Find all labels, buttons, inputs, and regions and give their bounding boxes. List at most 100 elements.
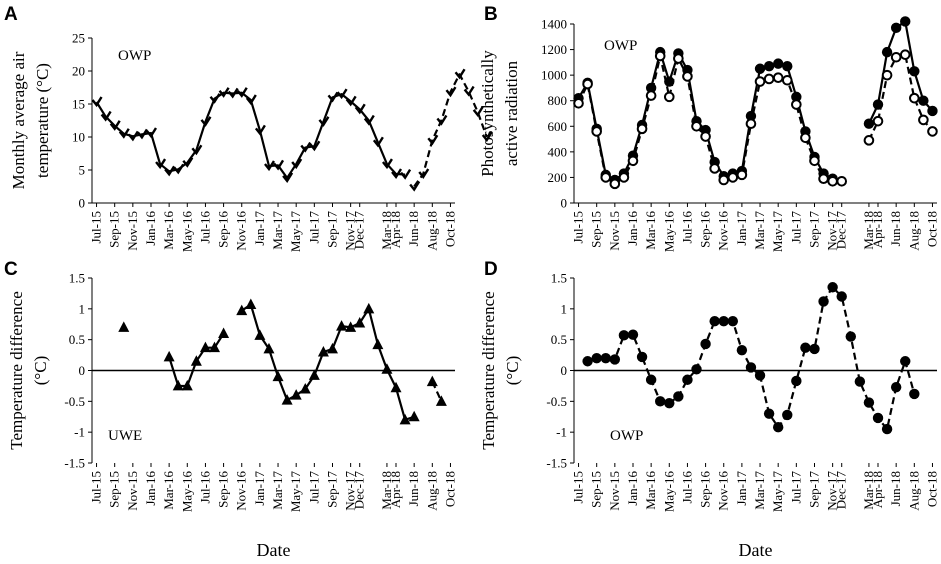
data-point [136,128,148,140]
data-point [763,60,775,72]
data-point [382,158,393,170]
data-point [700,338,711,350]
x-tick-label: Aug-18 [424,471,439,511]
y-tick-label: 1 [79,301,86,316]
y-axis-label-line: Photosynthetically [478,50,497,177]
x-tick-label: Jul-16 [197,471,212,504]
y-tick-label: 600 [548,119,568,134]
data-point [909,388,920,400]
data-point [454,68,466,80]
data-point [627,155,639,167]
y-tick-label: 1.5 [69,271,85,286]
data-point [372,136,384,148]
data-point [782,60,793,72]
data-point [618,330,630,341]
data-point [890,22,902,34]
y-axis-label-line: Temperature difference [7,291,26,449]
x-tick-label: May-17 [770,211,785,253]
x-tick-label: Nov-16 [716,211,731,251]
x-tick-label: Nov-17 [343,471,358,511]
data-point [390,381,402,393]
data-point [118,128,130,139]
x-tick-label: Jul-17 [788,211,803,244]
y-axis-label-line: Temperature difference [479,291,498,449]
chart-panel-d: D Temperature difference (°C) -1.5 -1 -0.5 0 0.… [479,259,939,560]
y-tick-label: 800 [548,93,568,108]
data-point [273,159,285,171]
data-point [336,88,348,100]
y-tick-label: 0 [561,363,568,378]
x-tick-label: Apr-18 [870,211,885,248]
data-point [272,370,284,382]
data-point [900,356,911,367]
data-point [218,87,230,98]
data-point [309,140,321,152]
x-tick-label: Mar-17 [752,471,767,510]
data-point [300,141,312,153]
data-point [164,165,176,177]
data-point [763,408,775,419]
data-point [236,87,248,98]
data-point [118,321,130,332]
data-point [345,321,357,332]
data-point [645,374,657,385]
data-point [736,169,748,181]
y-axis-label-line: active radiation [502,60,521,166]
x-tick-label: Oct-18 [924,211,939,247]
x-tick-label: Jul-17 [306,471,321,504]
x-tick-label: Jul-15 [89,471,104,504]
data-point [899,49,911,60]
x-tick-label: Nov-17 [343,211,358,251]
y-tick-label: 5 [79,163,86,178]
y-tick-label: 0 [561,196,568,211]
x-tick-label: Sep-16 [698,471,713,508]
x-tick-label: Jun-18 [888,211,903,246]
x-tick-label: Mar-16 [643,211,658,250]
x-tick-label: Jul-17 [306,211,321,244]
data-point [609,354,621,365]
y-tick-label: 20 [72,64,85,79]
x-tick-label: Mar-18 [379,471,394,510]
x-tick-label: Nov-15 [607,211,622,251]
x-tick-label: Mar-16 [643,471,658,510]
x-tick-label: Sep-15 [589,471,604,508]
y-tick-label: 25 [72,31,85,46]
data-point [281,394,293,405]
data-point [481,131,493,143]
x-axis-title: Date [257,540,291,560]
data-point [418,168,430,180]
data-point [881,46,893,58]
data-point [727,315,739,327]
y-tick-label: 1.5 [551,271,567,286]
y-tick-label: -0.5 [546,394,567,409]
data-point [173,163,185,175]
series-solid [91,87,412,183]
data-point [345,95,357,107]
data-point [918,95,929,106]
y-tick-label: -1.5 [546,456,567,471]
data-point [409,180,421,192]
data-point [109,120,121,131]
data-point [863,397,875,408]
panel-letter-c: C [4,259,18,280]
chart-panel-c: C Temperature difference (°C) -1.5 -1 -0.5 0 0.… [4,259,457,560]
y-tick-label: 1200 [541,42,567,57]
y-tick-label: 1400 [541,17,567,32]
x-tick-label: Aug-18 [906,471,921,511]
x-tick-label: May-17 [770,471,785,513]
x-tick-label: May-16 [179,471,194,513]
x-tick-label: Jan-17 [734,471,749,506]
series-line [413,73,488,188]
site-annotation: OWP [118,48,151,64]
x-tick-label: Jun-18 [888,471,903,506]
data-point [772,72,784,83]
x-tick-label: Aug-18 [906,211,921,251]
y-tick-label: 0.5 [551,332,567,347]
y-tick-label: 400 [548,144,568,159]
x-tick-label: Mar-18 [861,471,876,510]
data-point [673,53,684,64]
data-point [609,178,621,190]
data-point [399,413,411,425]
data-point [818,296,829,307]
x-tick-label: Nov-16 [234,471,249,511]
